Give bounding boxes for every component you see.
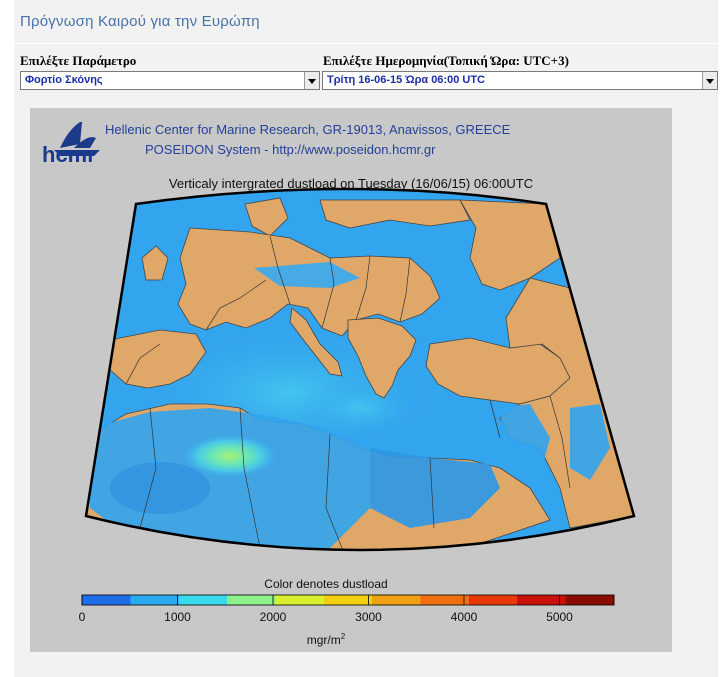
- unit-exponent: 2: [341, 632, 346, 641]
- colorbar-segment: [372, 595, 422, 605]
- dust-low-zone: [110, 462, 210, 514]
- dust-over-land: [90, 262, 610, 550]
- colorbar-segment: [82, 595, 131, 605]
- parameter-label: Επιλέξτε Παράμετρο: [20, 53, 137, 68]
- chevron-down-icon[interactable]: [702, 72, 717, 89]
- dustload-map-panel: hcmr Hellenic Center for Marine Research…: [30, 108, 672, 652]
- colorbar-tick-label: 0: [79, 610, 86, 624]
- map-area: [86, 189, 634, 550]
- colorbar-segment: [275, 595, 325, 605]
- parameter-select-value: Φορτίο Σκόνης: [25, 74, 103, 86]
- country-borders: [125, 235, 571, 550]
- map-frame: [84, 187, 636, 552]
- date-label: Επιλέξτε Ημερομηνία(Τοπική Ώρα: UTC+3): [323, 53, 569, 68]
- map-title: Verticaly intergrated dustload on Tuesda…: [169, 176, 533, 191]
- chevron-down-icon[interactable]: [304, 72, 319, 89]
- colorbar-tick-label: 2000: [260, 610, 287, 624]
- colorbar-segment: [178, 595, 228, 605]
- page-title: Πρόγνωση Καιρού για την Ευρώπη: [20, 13, 260, 30]
- hcmr-logo: hcmr: [42, 122, 100, 167]
- colorbar-tick-label: 4000: [451, 610, 478, 624]
- colorbar-segment: [130, 595, 180, 605]
- colorbar-title: Color denotes dustload: [264, 577, 387, 591]
- title-divider: [14, 43, 718, 44]
- date-select[interactable]: Τρίτη 16-06-15 Ώρα 06:00 UTC: [322, 71, 718, 90]
- colorbar-tick-label: 3000: [355, 610, 382, 624]
- dustload-map: hcmr Hellenic Center for Marine Research…: [42, 122, 636, 647]
- colorbar-ticks: 0 1000 2000 3000 4000 5000: [79, 595, 573, 624]
- colorbar-segment: [227, 595, 276, 605]
- colorbar-tick-label: 1000: [164, 610, 191, 624]
- unit-base: mgr/m: [307, 633, 341, 647]
- colorbar-segment: [517, 595, 567, 605]
- colorbar-segment: [565, 595, 615, 605]
- ship-logo-icon: [54, 122, 100, 156]
- dust-max-over-land: [182, 434, 278, 478]
- dust-plume-east: [300, 378, 420, 438]
- system-text: POSEIDON System - http://www.poseidon.hc…: [145, 142, 436, 157]
- colorbar: [81, 594, 615, 606]
- colorbar-segment: [468, 595, 518, 605]
- colorbar-segment: [323, 595, 373, 605]
- date-select-value: Τρίτη 16-06-15 Ώρα 06:00 UTC: [327, 74, 485, 86]
- logo-text: hcmr: [42, 142, 96, 167]
- colorbar-tick-label: 5000: [546, 610, 573, 624]
- colorbar-segment: [420, 595, 470, 605]
- parameter-select[interactable]: Φορτίο Σκόνης: [20, 71, 320, 90]
- institution-text: Hellenic Center for Marine Research, GR-…: [105, 122, 511, 137]
- colorbar-unit: mgr/m2: [307, 632, 346, 647]
